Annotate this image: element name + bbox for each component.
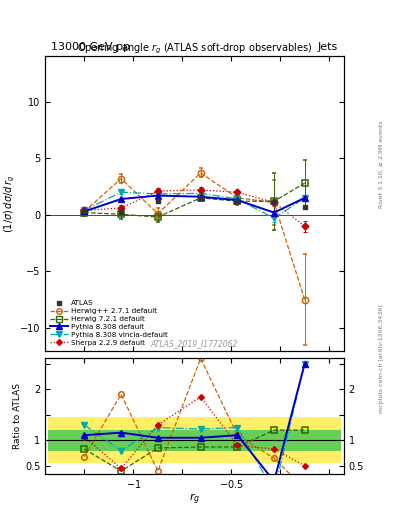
Text: Rivet 3.1.10, ≥ 2.9M events: Rivet 3.1.10, ≥ 2.9M events: [379, 120, 384, 208]
Title: Opening angle $r_g$ (ATLAS soft-drop observables): Opening angle $r_g$ (ATLAS soft-drop obs…: [77, 42, 312, 56]
Legend: ATLAS, Herwig++ 2.7.1 default, Herwig 7.2.1 default, Pythia 8.308 default, Pythi: ATLAS, Herwig++ 2.7.1 default, Herwig 7.…: [49, 299, 169, 347]
Text: 13000 GeV pp: 13000 GeV pp: [51, 42, 130, 52]
Text: ATLAS_2019_I1772062: ATLAS_2019_I1772062: [151, 339, 238, 348]
Y-axis label: Ratio to ATLAS: Ratio to ATLAS: [13, 383, 22, 449]
X-axis label: $r_g$: $r_g$: [189, 492, 200, 507]
Text: mcplots.cern.ch [arXiv:1306.3436]: mcplots.cern.ch [arXiv:1306.3436]: [379, 304, 384, 413]
Y-axis label: $(1/\sigma)\,d\sigma/d\,r_g$: $(1/\sigma)\,d\sigma/d\,r_g$: [3, 175, 17, 232]
Text: Jets: Jets: [318, 42, 338, 52]
